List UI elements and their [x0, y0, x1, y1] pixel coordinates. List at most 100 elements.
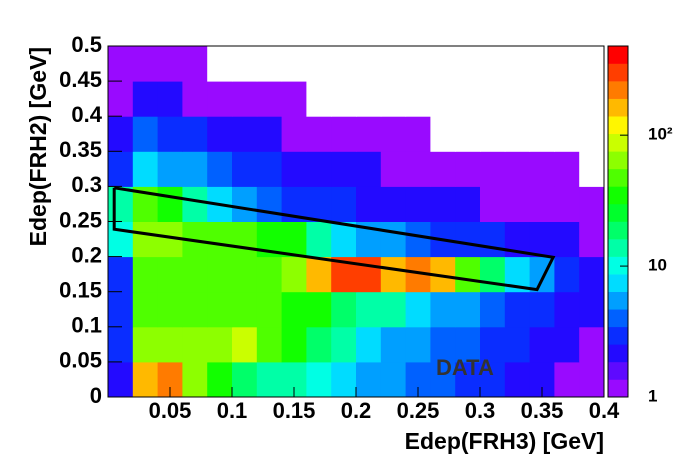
cell: [331, 361, 357, 398]
cell: [529, 186, 555, 222]
cell: [455, 256, 481, 293]
color-step: [608, 256, 628, 275]
cell: [331, 186, 357, 222]
x-tick-label: 0.4: [589, 398, 620, 423]
x-axis-label: Edep(FRH3) [GeV]: [405, 428, 604, 454]
cell: [281, 256, 307, 293]
cell: [207, 151, 233, 187]
cell: [405, 116, 431, 152]
color-step: [608, 221, 628, 240]
color-step: [608, 168, 628, 187]
cell: [380, 151, 407, 187]
color-step: [608, 309, 628, 328]
cell: [306, 186, 332, 222]
cell: [232, 326, 258, 363]
cell: [455, 291, 481, 328]
cell: [504, 361, 531, 398]
cell: [529, 291, 555, 328]
cell: [480, 326, 506, 363]
cell: [356, 256, 382, 293]
cell: [281, 326, 307, 363]
cell: [430, 46, 456, 82]
cell: [504, 116, 531, 152]
cell: [331, 291, 357, 328]
x-tick-label: 0.35: [521, 398, 564, 423]
y-tick-label: 0.45: [59, 67, 102, 92]
color-step: [608, 344, 628, 363]
cell: [529, 151, 555, 187]
x-tick-label: 0.3: [465, 398, 496, 423]
cell: [480, 256, 506, 293]
cell: [430, 361, 456, 398]
cell: [356, 81, 382, 117]
cell: [182, 361, 208, 398]
cell: [380, 186, 407, 222]
cell: [157, 186, 183, 222]
cell: [480, 186, 506, 222]
color-step: [608, 291, 628, 310]
cell: [529, 221, 555, 258]
cell: [157, 116, 183, 152]
cell: [182, 116, 208, 152]
cell: [579, 256, 605, 293]
color-step: [608, 151, 628, 170]
cell: [480, 361, 506, 398]
cell: [356, 151, 382, 187]
color-step: [608, 361, 628, 380]
cell: [480, 46, 506, 82]
x-tick-label: 0.25: [397, 398, 440, 423]
cell: [529, 81, 555, 117]
cell: [256, 151, 283, 187]
cell: [182, 81, 208, 117]
cell: [132, 81, 159, 117]
cell: [108, 256, 134, 293]
cell: [405, 291, 431, 328]
cell: [108, 81, 134, 117]
cell: [132, 256, 159, 293]
cell: [579, 151, 605, 187]
cell: [554, 186, 580, 222]
y-tick-label: 0.2: [71, 242, 102, 267]
cell: [380, 326, 407, 363]
y-tick-label: 0.35: [59, 137, 102, 162]
cell: [554, 326, 580, 363]
cell: [455, 116, 481, 152]
z-tick-label: 10²: [648, 125, 673, 144]
cell: [380, 221, 407, 258]
cell: [281, 221, 307, 258]
cell: [182, 291, 208, 328]
z-tick-label: 1: [648, 386, 657, 405]
cell: [182, 151, 208, 187]
y-tick-label: 0.4: [71, 102, 102, 127]
cell: [380, 116, 407, 152]
cell: [256, 81, 283, 117]
cell: [405, 151, 431, 187]
cell: [380, 361, 407, 398]
cell: [380, 81, 407, 117]
cell: [108, 151, 134, 187]
cell: [256, 326, 283, 363]
cell: [157, 326, 183, 363]
color-scale: 1 10 10²: [607, 45, 673, 405]
cell: [207, 256, 233, 293]
cell: [579, 326, 605, 363]
cell: [108, 361, 134, 398]
cell: [405, 221, 431, 258]
cell: [331, 151, 357, 187]
cell: [207, 46, 233, 82]
cell: [380, 46, 407, 82]
cell: [405, 81, 431, 117]
cell: [430, 186, 456, 222]
cell: [108, 186, 134, 222]
cell: [331, 116, 357, 152]
cell: [256, 256, 283, 293]
cell: [480, 291, 506, 328]
cell: [380, 291, 407, 328]
cell: [455, 326, 481, 363]
cell: [504, 151, 531, 187]
cell: [132, 361, 159, 398]
cell: [455, 361, 481, 398]
cell: [207, 291, 233, 328]
cell: [455, 81, 481, 117]
